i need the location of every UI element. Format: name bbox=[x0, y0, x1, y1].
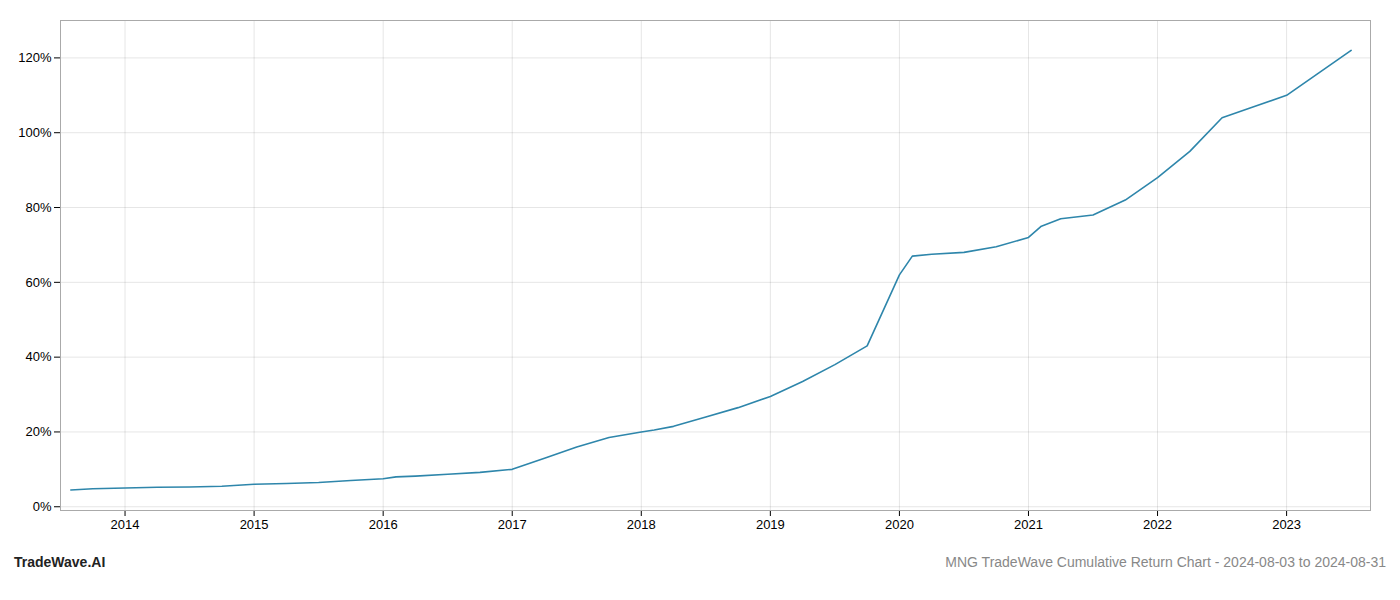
svg-text:2016: 2016 bbox=[369, 517, 398, 532]
html-text:TradeWave.AI: TradeWave.AI bbox=[14, 554, 106, 570]
svg-text:100%: 100% bbox=[18, 125, 52, 140]
svg-text:2020: 2020 bbox=[885, 517, 914, 532]
html-text:MNG TradeWave Cumulative Retur: MNG TradeWave Cumulative Return Chart - … bbox=[945, 554, 1386, 570]
svg-text:2023: 2023 bbox=[1272, 517, 1301, 532]
svg-text:40%: 40% bbox=[25, 349, 51, 364]
svg-text:20%: 20% bbox=[25, 424, 51, 439]
svg-text:120%: 120% bbox=[18, 50, 52, 65]
svg-text:2021: 2021 bbox=[1014, 517, 1043, 532]
svg-text:2018: 2018 bbox=[627, 517, 656, 532]
svg-text:0%: 0% bbox=[33, 499, 52, 514]
svg-text:2017: 2017 bbox=[498, 517, 527, 532]
svg-text:80%: 80% bbox=[25, 200, 51, 215]
svg-text:2015: 2015 bbox=[240, 517, 269, 532]
svg-text:2019: 2019 bbox=[756, 517, 785, 532]
svg-text:60%: 60% bbox=[25, 274, 51, 289]
svg-text:2014: 2014 bbox=[111, 517, 140, 532]
svg-text:2022: 2022 bbox=[1143, 517, 1172, 532]
